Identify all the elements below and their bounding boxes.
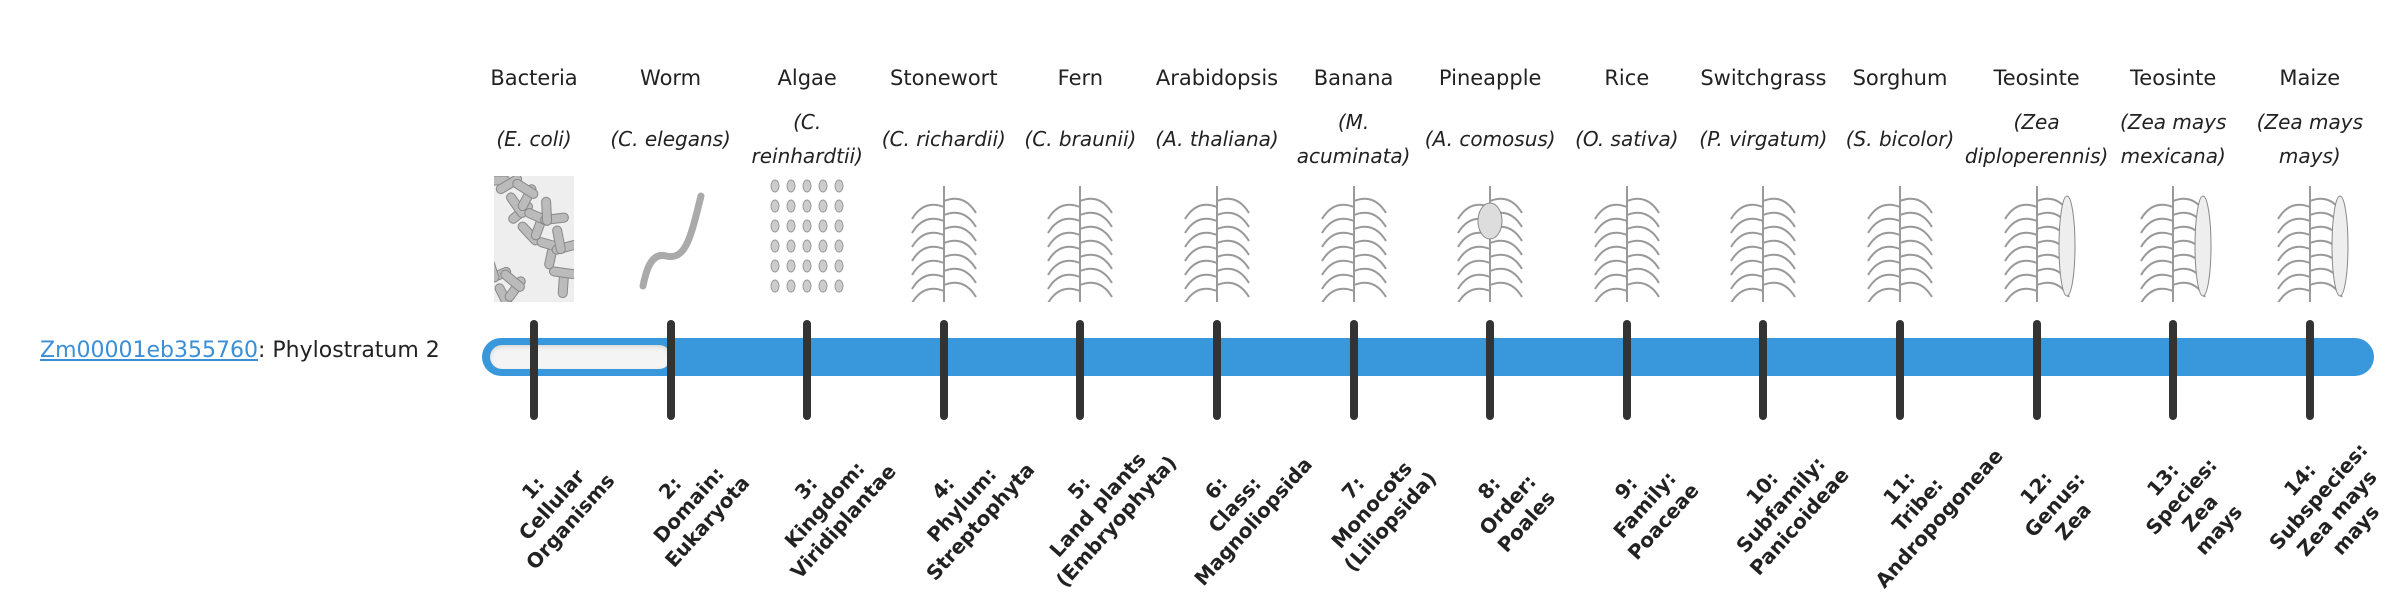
organism-scientific-name: (C. reinhardtii) [751, 110, 863, 168]
phylostratum-fill [490, 345, 671, 369]
stratum-label: 1: Cellular Organisms [467, 417, 636, 594]
organism-common-name: Teosinte [1993, 66, 2080, 90]
organism-common-name: Pineapple [1438, 66, 1542, 90]
stratum-tick [803, 320, 812, 420]
maize-icon [2240, 176, 2380, 302]
stratum-label: 8: Order: Poales [1423, 417, 1592, 594]
stratum-label: 11: Tribe: Andropogoneae [1833, 417, 2007, 594]
switchgrass-icon [1693, 176, 1833, 302]
fern-icon [1010, 176, 1150, 302]
organism-scientific-name: (P. virgatum) [1699, 127, 1828, 151]
stratum-label: 9: Family: Poaceae [1560, 417, 1729, 594]
stratum-label: 12: Genus: Zea [1970, 417, 2139, 594]
stratum-tick [1486, 320, 1495, 420]
gene-link[interactable]: Zm00001eb355760 [40, 338, 258, 363]
stratum-tick [2305, 320, 2314, 420]
banana-icon [1284, 176, 1424, 302]
stratum-tick [939, 320, 948, 420]
stratum-tick [530, 320, 538, 420]
organism-scientific-name: (A. comosus) [1424, 127, 1556, 151]
organism-common-name: Banana [1313, 66, 1394, 90]
stratum-tick [1076, 320, 1085, 420]
stratum-tick [1759, 320, 1768, 420]
organism-scientific-name: (A. thaliana) [1155, 127, 1279, 151]
organism-scientific-name: (C. braunii) [1024, 127, 1137, 151]
stratum-tick [1213, 320, 1221, 420]
organism-scientific-name: (Zea mays mays) [2256, 110, 2363, 168]
organism-common-name: Rice [1604, 66, 1650, 90]
teosinte-icon [1967, 176, 2107, 302]
pineapple-icon [1420, 176, 1560, 302]
stratum-tick [2032, 320, 2041, 420]
organism-common-name: Arabidopsis [1155, 66, 1279, 90]
stratum-tick [1349, 320, 1358, 420]
sorghum-icon [1830, 176, 1970, 302]
arabidopsis-icon [1147, 176, 1287, 302]
organism-scientific-name: (Zea mays mexicana) [2119, 110, 2227, 168]
organism-scientific-name: (S. bicolor) [1845, 127, 1955, 151]
organism-scientific-name: (M. acuminata) [1296, 110, 1411, 168]
organism-common-name: Sorghum [1852, 66, 1948, 90]
organism-common-name: Worm [640, 66, 702, 90]
organism-scientific-name: (C. richardii) [881, 127, 1006, 151]
stonewort-icon [874, 176, 1014, 302]
organism-scientific-name: (C. elegans) [610, 127, 731, 151]
stratum-label: 13: Species: Zea mays [2097, 408, 2285, 601]
organism-common-name: Maize [2279, 66, 2341, 90]
stratum-tick [666, 320, 675, 420]
worm-icon [601, 176, 741, 302]
organism-common-name: Fern [1057, 66, 1104, 90]
stratum-label: 5: Land plants (Embryophyta) [1014, 417, 1183, 594]
stratum-label: 2: Domain: Eukaryota [604, 417, 773, 594]
stratum-label: 7: Monocots (Liliopsida) [1287, 417, 1456, 594]
phylostratum-bar [482, 338, 2374, 376]
stratum-tick [1896, 320, 1904, 420]
teosinte-icon [2103, 176, 2243, 302]
stratum-label: 10: Subfamily: Panicoideae [1697, 417, 1866, 594]
organism-common-name: Teosinte [2130, 66, 2217, 90]
stratum-label: 14: Subspecies: Zea mays mays [2234, 408, 2400, 601]
organism-common-name: Bacteria [490, 66, 578, 90]
organism-common-name: Algae [777, 66, 837, 90]
gene-label: Zm00001eb355760: Phylostratum 2 [40, 338, 440, 363]
stratum-label: 3: Kingdom: Viridiplantae [740, 417, 909, 594]
algae-icon [737, 176, 877, 302]
phylostratum-text: : Phylostratum 2 [257, 338, 440, 363]
organism-scientific-name: (E. coli) [496, 127, 572, 151]
organism-scientific-name: (O. sativa) [1575, 127, 1679, 151]
organism-scientific-name: (Zea diploperennis) [1964, 110, 2109, 168]
organism-common-name: Stonewort [890, 66, 998, 90]
stratum-label: 4: Phylum: Streptophyta [877, 417, 1046, 594]
organism-common-name: Switchgrass [1700, 66, 1827, 90]
stratum-tick [2169, 320, 2178, 420]
bacteria-icon [464, 176, 604, 302]
stratum-label: 6: Class: Magnoliopsida [1150, 417, 1319, 594]
rice-icon [1557, 176, 1697, 302]
stratum-tick [1622, 320, 1631, 420]
